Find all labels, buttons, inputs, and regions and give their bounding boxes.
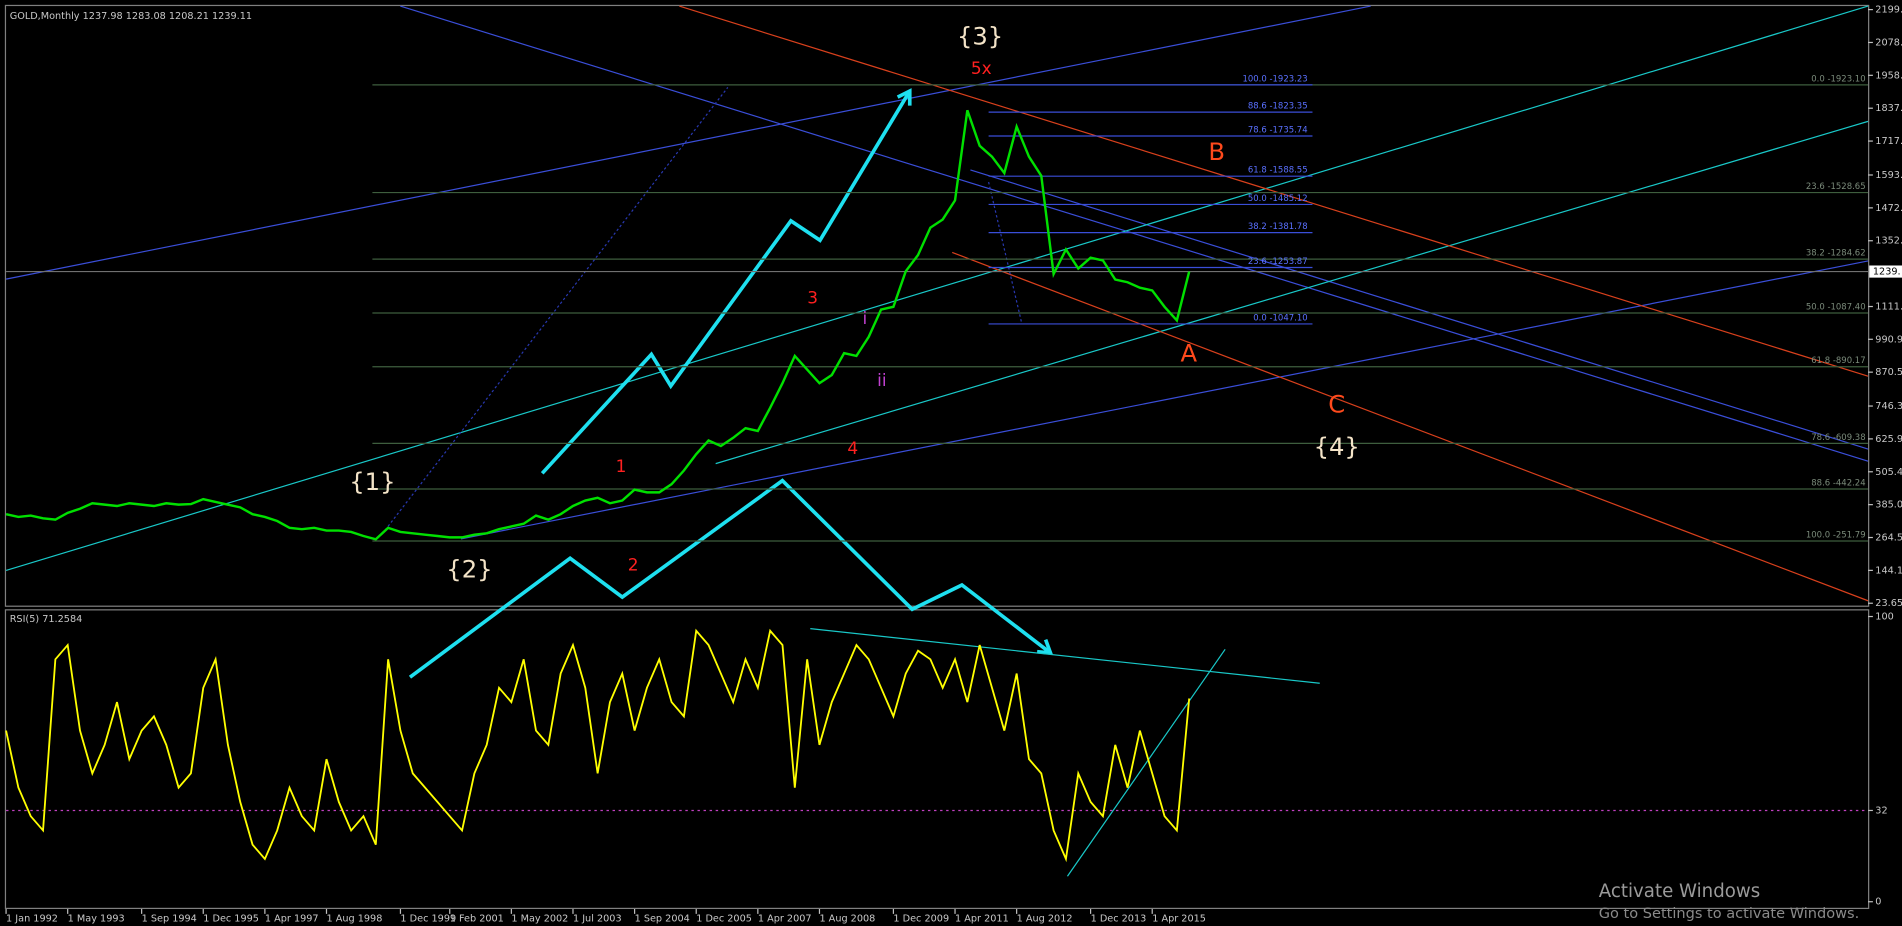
trend-line — [951, 251, 1869, 602]
x-tick-label: 1 Apr 1997 — [265, 914, 319, 925]
wave-label: C — [1328, 389, 1345, 418]
y-tick-label: 32 — [1875, 805, 1887, 816]
fib-label: 88.6 -1823.35 — [1248, 102, 1308, 112]
x-tick-label: 1 Aug 2008 — [819, 914, 875, 925]
x-tick-label: 1 Aug 2012 — [1017, 914, 1073, 925]
wave-label: {1} — [349, 467, 395, 496]
price-title: GOLD,Monthly 1237.98 1283.08 1208.21 123… — [10, 11, 252, 22]
y-tick-label: 1837. — [1875, 103, 1902, 114]
x-tick-label: 1 Apr 2007 — [758, 914, 812, 925]
fib-label: 100.0 -251.79 — [1806, 530, 1866, 540]
fib-label: 50.0 -1485.12 — [1248, 194, 1308, 204]
fib-label: 38.2 -1381.78 — [1248, 222, 1308, 232]
x-tick-label: 1 Feb 2001 — [450, 914, 504, 925]
fib-label: 88.6 -442.24 — [1811, 478, 1865, 488]
last-price-box — [1869, 265, 1902, 278]
x-tick-label: 1 Apr 2015 — [1152, 914, 1206, 925]
y-tick-label: 1593. — [1875, 170, 1902, 181]
wave-label: {4} — [1314, 432, 1360, 461]
wave-arrow — [408, 478, 1052, 679]
wave-label: i — [863, 309, 868, 329]
wave-label: B — [1208, 137, 1225, 166]
x-tick-label: 1 Apr 2011 — [955, 914, 1009, 925]
x-tick-label: 1 Dec 2005 — [696, 914, 752, 925]
price-pane — [4, 4, 1870, 607]
y-tick-label: 23.65 — [1875, 598, 1902, 609]
arrow-head — [1036, 638, 1054, 656]
fib-label: 100.0 -1923.23 — [1243, 74, 1308, 84]
wave-label: 4 — [847, 439, 858, 459]
y-tick-label: 144.1 — [1875, 565, 1902, 576]
y-tick-label: 1111. — [1875, 302, 1902, 313]
watermark-subtitle: Go to Settings to activate Windows. — [1599, 905, 1859, 922]
trend-line — [679, 5, 1869, 377]
wave-label: {3} — [957, 22, 1003, 51]
y-tick-label: 1352. — [1875, 236, 1902, 247]
x-tick-label: 1 Dec 1999 — [400, 914, 456, 925]
x-tick-label: 1 Sep 1994 — [142, 914, 197, 925]
trend-line — [381, 87, 729, 535]
x-tick-label: 1 Dec 1995 — [203, 914, 259, 925]
fib-label: 23.6 -1253.87 — [1248, 257, 1308, 267]
fib-label: 61.8 -1588.55 — [1248, 166, 1308, 176]
x-tick-label: 1 May 1993 — [68, 914, 125, 925]
trend-line — [5, 5, 1869, 571]
rsi-trend-line — [1066, 648, 1226, 877]
x-tick-label: 1 Aug 1998 — [326, 914, 382, 925]
fib-label: 0.0 -1923.10 — [1811, 74, 1865, 84]
wave-label: A — [1180, 338, 1197, 367]
last-price-label: 1239. — [1873, 267, 1901, 278]
fib-label: 50.0 -1087.40 — [1806, 302, 1866, 312]
y-tick-label: 264.5 — [1875, 533, 1902, 544]
fib-label: 38.2 -1284.62 — [1806, 249, 1866, 259]
rsi-trend-line — [810, 628, 1320, 684]
fib-label: 78.6 -1735.74 — [1248, 125, 1308, 135]
wave-label: 2 — [628, 556, 639, 576]
y-tick-label: 385.0 — [1875, 500, 1902, 511]
wave-label: 1 — [616, 457, 627, 477]
y-tick-label: 2199.1 — [1875, 5, 1902, 16]
y-tick-label: 870.5 — [1875, 367, 1902, 378]
x-tick-label: 1 Sep 2004 — [635, 914, 690, 925]
trend-line — [5, 5, 1371, 280]
wave-label: 5x — [971, 59, 992, 79]
wave-arrow — [540, 90, 912, 475]
wave-label: ii — [877, 371, 886, 391]
rsi-title: RSI(5) 71.2584 — [10, 614, 83, 625]
y-tick-label: 746.3 — [1875, 401, 1902, 412]
x-tick-label: 1 Dec 2009 — [893, 914, 949, 925]
wave-label: {2} — [446, 554, 492, 583]
trend-lines — [5, 5, 1869, 877]
x-tick-label: 1 Jul 2003 — [573, 914, 622, 925]
y-tick-label: 625.9 — [1875, 434, 1902, 445]
trend-line — [400, 5, 1869, 462]
arrow-head — [896, 88, 912, 106]
trend-line — [460, 260, 1869, 540]
y-tick-label: 1717. — [1875, 136, 1902, 147]
trend-line — [970, 169, 1869, 450]
y-tick-label: 990.9 — [1875, 334, 1902, 345]
fib-label: 23.6 -1528.65 — [1806, 182, 1866, 192]
watermark-title: Activate Windows — [1599, 881, 1760, 902]
y-tick-label: 2078. — [1875, 37, 1902, 48]
y-tick-label: 100 — [1875, 612, 1893, 623]
fib-label: 61.8 -890.17 — [1811, 356, 1865, 366]
fib-label: 78.6 -609.38 — [1811, 433, 1865, 443]
x-tick-label: 1 May 2002 — [511, 914, 568, 925]
data-line — [5, 628, 1191, 863]
fib-label: 0.0 -1047.10 — [1253, 313, 1307, 323]
rsi-pane — [4, 609, 1870, 910]
x-tick-label: 1 Dec 2013 — [1091, 914, 1147, 925]
y-tick-label: 1958. — [1875, 70, 1902, 81]
x-tick-label: 1 Jan 1992 — [6, 914, 58, 925]
trend-line — [715, 120, 1869, 465]
y-tick-label: 0 — [1875, 897, 1881, 908]
y-tick-label: 505.4 — [1875, 467, 1902, 478]
y-tick-label: 1472. — [1875, 203, 1902, 214]
wave-label: 3 — [807, 289, 818, 309]
data-line — [5, 109, 1191, 541]
